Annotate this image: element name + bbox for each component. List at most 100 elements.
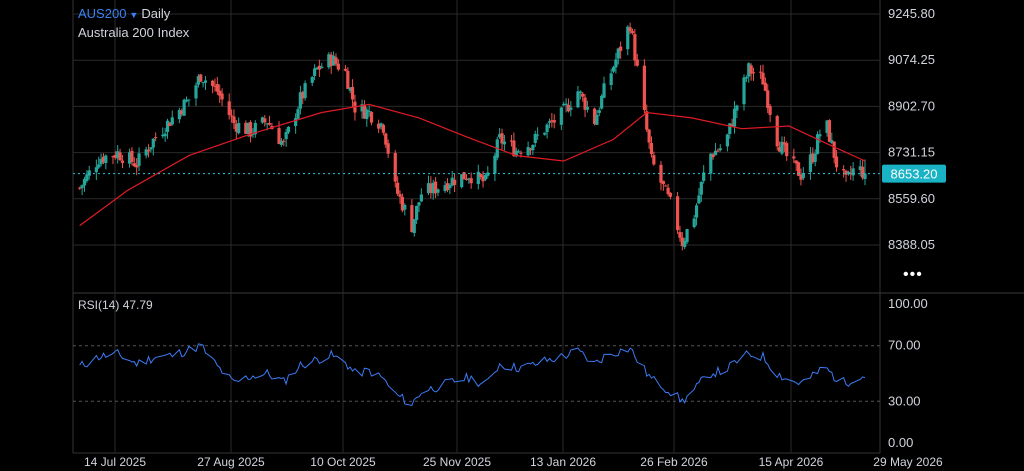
- candle-body: [426, 183, 431, 194]
- candle-body: [597, 110, 601, 113]
- candle-body: [633, 34, 637, 61]
- moving-average-line: [79, 103, 866, 227]
- candle-body: [476, 171, 480, 185]
- candle-body: [761, 72, 765, 85]
- rsi-legend[interactable]: RSI(14) 47.79: [78, 298, 153, 312]
- candle-body: [137, 153, 141, 166]
- candle-body: [415, 205, 419, 220]
- candle-body: [581, 93, 585, 97]
- candle-body: [728, 123, 732, 134]
- candle-body: [649, 143, 654, 155]
- candle-body: [749, 65, 753, 74]
- candle-body: [486, 172, 490, 176]
- interval-label[interactable]: Daily: [141, 6, 171, 21]
- candle-body: [99, 158, 103, 165]
- candle-body: [801, 173, 805, 179]
- candle-body: [514, 150, 518, 157]
- candle-body: [725, 134, 730, 147]
- candle-body: [234, 123, 238, 132]
- x-tick-label: 14 Jul 2025: [84, 455, 146, 469]
- candle-body: [519, 152, 523, 154]
- candle-body: [583, 97, 587, 110]
- candle-body: [512, 140, 516, 157]
- candle-body: [768, 105, 772, 115]
- candle-body: [263, 118, 267, 123]
- candle-body: [460, 174, 464, 188]
- candle-body: [502, 141, 506, 145]
- candle-body: [346, 70, 350, 89]
- candle-body: [203, 80, 208, 83]
- candle-body: [861, 166, 865, 178]
- candle-body: [552, 120, 556, 123]
- candle-body: [500, 133, 504, 144]
- candle-body: [248, 122, 253, 137]
- more-dots-icon[interactable]: •••: [903, 266, 923, 283]
- candle-body: [730, 124, 734, 127]
- candle-body: [436, 189, 440, 193]
- candle-body: [227, 101, 231, 116]
- candle-body: [834, 156, 839, 168]
- candle-body: [849, 172, 853, 175]
- candle-body: [194, 85, 198, 99]
- symbol-selector[interactable]: AUS200: [78, 6, 127, 21]
- caret-down-icon[interactable]: ▼: [129, 10, 139, 20]
- candle-body: [751, 72, 756, 74]
- candle-body: [396, 182, 400, 194]
- candle-body: [265, 123, 269, 125]
- candle-body: [464, 179, 469, 181]
- candle-body: [196, 76, 200, 85]
- candle-body: [782, 142, 786, 145]
- candle-body: [317, 65, 321, 70]
- rsi-label: RSI(14): [78, 298, 120, 312]
- candle-body: [400, 196, 404, 211]
- candle-body: [135, 164, 139, 168]
- candle-body: [381, 124, 386, 133]
- candle-body: [799, 174, 803, 180]
- candle-body: [815, 134, 820, 154]
- candle-body: [412, 219, 416, 233]
- candle-body: [559, 107, 563, 125]
- x-tick-label: 15 Apr 2026: [759, 455, 824, 469]
- candle-body: [80, 185, 84, 189]
- candle-body: [775, 116, 779, 147]
- candle-body: [118, 152, 122, 161]
- candle-body: [713, 150, 718, 156]
- candle-body: [220, 93, 224, 100]
- candle-body: [469, 178, 473, 184]
- candle-body: [576, 91, 580, 108]
- candle-body: [678, 232, 682, 238]
- candle-body: [315, 67, 319, 69]
- instrument-name: Australia 200 Index: [78, 25, 190, 40]
- candle-body: [735, 105, 739, 111]
- candle-body: [630, 31, 635, 34]
- candle-body: [647, 129, 651, 143]
- rsi-tick-label: 30.00: [888, 393, 921, 408]
- candle-body: [296, 109, 300, 119]
- candle-body: [659, 164, 663, 183]
- candle-body: [545, 124, 549, 133]
- y-tick-label: 8731.15: [888, 145, 935, 160]
- candle-body: [564, 103, 568, 105]
- candle-body: [661, 180, 665, 185]
- candle-body: [165, 120, 170, 133]
- x-tick-label: 10 Oct 2025: [310, 455, 376, 469]
- candle-body: [479, 173, 483, 177]
- candle-body: [127, 152, 132, 164]
- candle-body: [614, 59, 618, 68]
- rsi-tick-label: 70.00: [888, 338, 921, 353]
- candle-body: [718, 148, 722, 151]
- candle-body: [585, 107, 590, 110]
- candle-body: [452, 179, 457, 185]
- candle-body: [846, 171, 850, 174]
- candle-body: [348, 87, 352, 91]
- x-tick-label: 25 Nov 2025: [423, 455, 491, 469]
- candle-body: [201, 82, 205, 84]
- candle-body: [645, 111, 649, 130]
- candle-body: [830, 140, 834, 143]
- candle-body: [144, 149, 148, 156]
- candle-body: [562, 104, 566, 106]
- candle-body: [360, 104, 364, 112]
- candle-body: [260, 117, 265, 123]
- rsi-tick-label: 0.00: [888, 435, 913, 450]
